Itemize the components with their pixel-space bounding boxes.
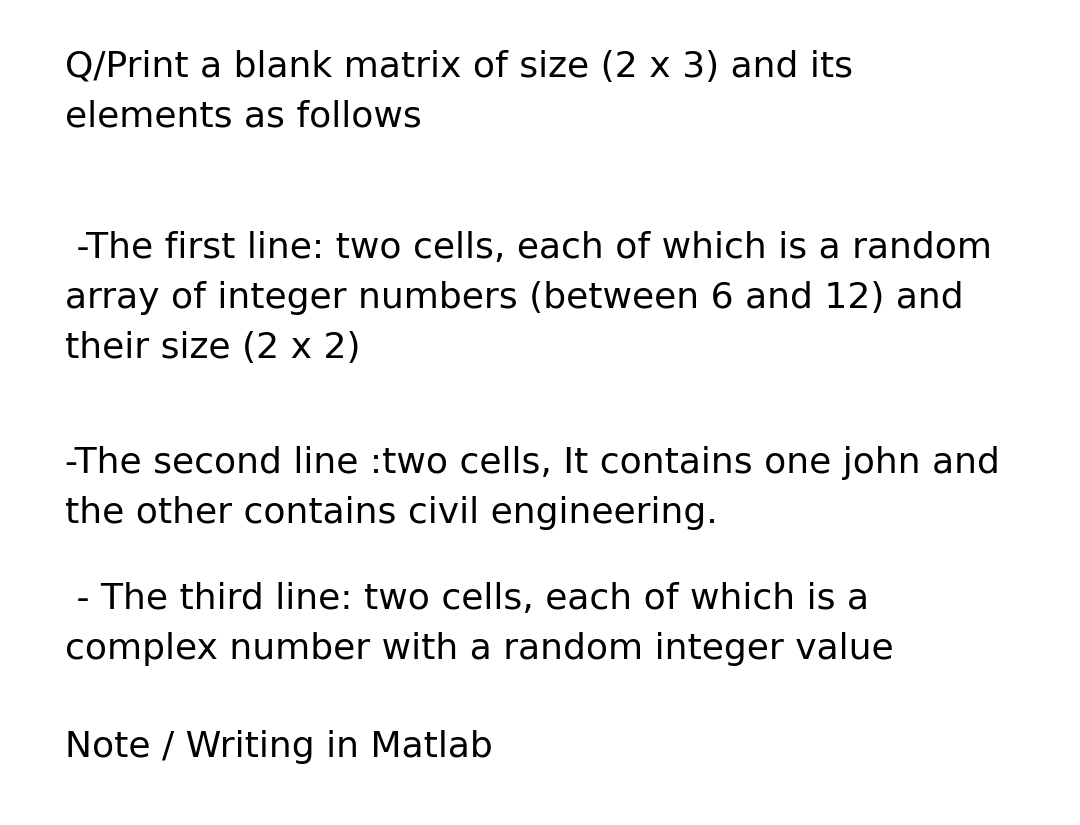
- Text: Note / Writing in Matlab: Note / Writing in Matlab: [65, 730, 492, 764]
- Text: -The first line: two cells, each of which is a random
array of integer numbers (: -The first line: two cells, each of whic…: [65, 231, 991, 365]
- Text: - The third line: two cells, each of which is a
complex number with a random int: - The third line: two cells, each of whi…: [65, 582, 893, 666]
- Text: -The second line :two cells, It contains one john and
the other contains civil e: -The second line :two cells, It contains…: [65, 446, 1000, 530]
- Text: Q/Print a blank matrix of size (2 x 3) and its
elements as follows: Q/Print a blank matrix of size (2 x 3) a…: [65, 50, 853, 134]
